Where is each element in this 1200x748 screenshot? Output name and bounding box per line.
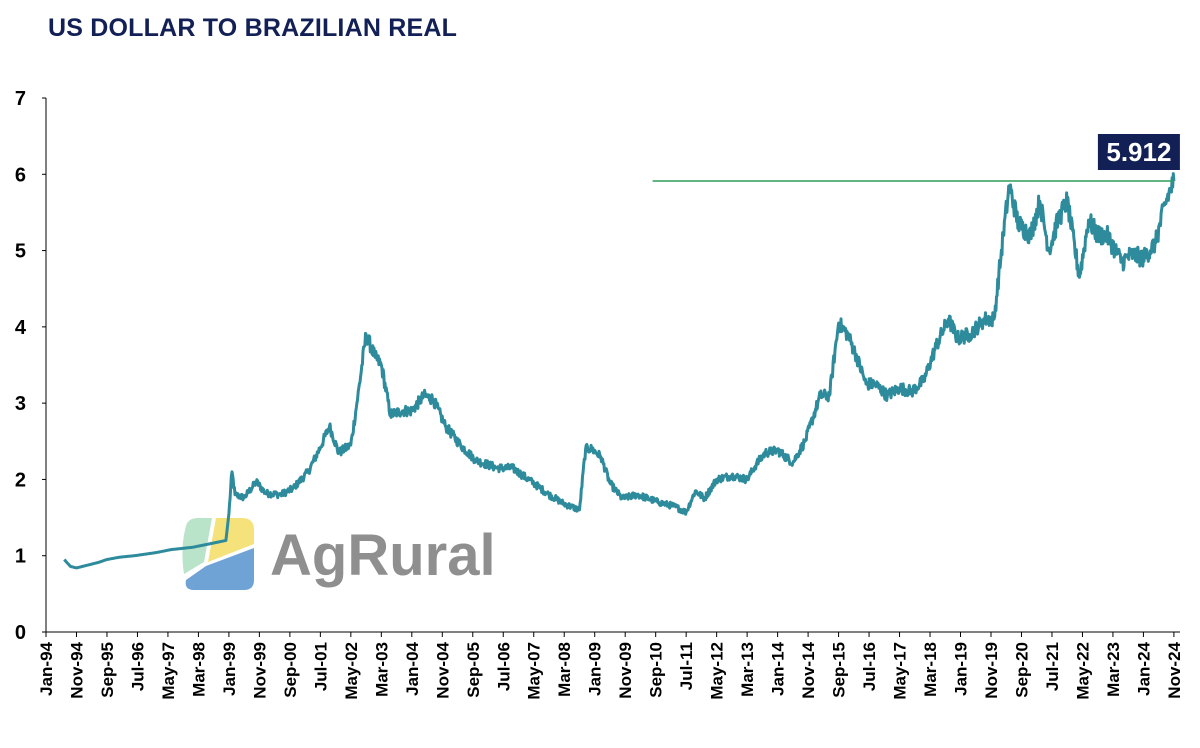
x-tick-label: Jan-14 xyxy=(769,641,788,695)
x-tick-label: Jan-09 xyxy=(586,642,605,696)
x-tick-label: May-22 xyxy=(1073,642,1092,700)
agrural-watermark-text: AgRural xyxy=(270,523,496,588)
x-tick-label: Sep-00 xyxy=(281,642,300,698)
x-tick-label: Mar-18 xyxy=(921,642,940,697)
x-tick-label: Mar-13 xyxy=(738,642,757,697)
x-tick-label: Jan-24 xyxy=(1134,641,1153,695)
x-tick-label: May-12 xyxy=(708,642,727,700)
x-tick-label: Nov-24 xyxy=(1165,641,1184,698)
x-tick-label: Jul-96 xyxy=(128,642,147,691)
y-tick-label: 6 xyxy=(15,164,26,186)
x-tick-label: Nov-19 xyxy=(982,642,1001,699)
y-tick-label: 2 xyxy=(15,469,26,491)
x-tick-label: Sep-20 xyxy=(1012,642,1031,698)
y-tick-label: 1 xyxy=(15,546,26,568)
x-tick-label: Jan-04 xyxy=(403,641,422,695)
x-tick-label: Jul-11 xyxy=(677,642,696,690)
x-tick-label: Sep-15 xyxy=(830,642,849,698)
page-title: US DOLLAR TO BRAZILIAN REAL xyxy=(48,14,458,42)
x-tick-label: Sep-05 xyxy=(464,642,483,698)
x-tick-label: Jul-21 xyxy=(1043,642,1062,691)
x-tick-label: Jan-94 xyxy=(37,641,56,695)
x-tick-label: Nov-09 xyxy=(616,642,635,699)
x-tick-label: Mar-03 xyxy=(372,642,391,697)
value-callout-label: 5.912 xyxy=(1106,137,1171,167)
x-tick-label: Sep-95 xyxy=(98,642,117,698)
x-tick-label: Jul-01 xyxy=(311,642,330,691)
x-tick-label: May-02 xyxy=(342,642,361,700)
x-tick-label: May-17 xyxy=(891,642,910,700)
agrural-watermark: AgRural xyxy=(182,518,496,590)
x-tick-label: Jan-19 xyxy=(952,642,971,696)
x-tick-label: Jul-16 xyxy=(860,642,879,691)
series-line xyxy=(63,172,1176,570)
callout-layer: 5.912 xyxy=(1097,133,1180,170)
x-tick-label: Jan-99 xyxy=(220,642,239,696)
x-tick-label: May-07 xyxy=(525,642,544,700)
y-tick-label: 4 xyxy=(15,317,27,339)
x-tick-label: May-97 xyxy=(159,642,178,700)
y-tick-label: 5 xyxy=(15,241,26,263)
y-tick-label: 0 xyxy=(15,622,26,644)
y-tick-label: 3 xyxy=(15,393,26,415)
x-tick-label: Nov-94 xyxy=(67,641,86,698)
y-tick-label: 7 xyxy=(15,88,26,110)
x-tick-label: Jul-06 xyxy=(494,642,513,691)
x-tick-label: Nov-99 xyxy=(250,642,269,699)
x-tick-label: Sep-10 xyxy=(647,642,666,698)
x-axis-ticks: Jan-94 Nov-94 Sep-95 Jul-96 May-97 Mar-98 Jan-… xyxy=(37,632,1184,700)
series-layer xyxy=(63,172,1176,570)
x-tick-label: Nov-14 xyxy=(799,641,818,698)
y-axis-ticks: 0 1 2 3 4 5 6 7 xyxy=(15,88,46,644)
x-tick-label: Mar-98 xyxy=(189,642,208,697)
x-tick-label: Mar-23 xyxy=(1104,642,1123,697)
x-tick-label: Nov-04 xyxy=(433,641,452,698)
x-tick-label: Mar-08 xyxy=(555,642,574,697)
agrural-logo-icon xyxy=(182,518,254,590)
value-callout-box xyxy=(1097,133,1180,170)
